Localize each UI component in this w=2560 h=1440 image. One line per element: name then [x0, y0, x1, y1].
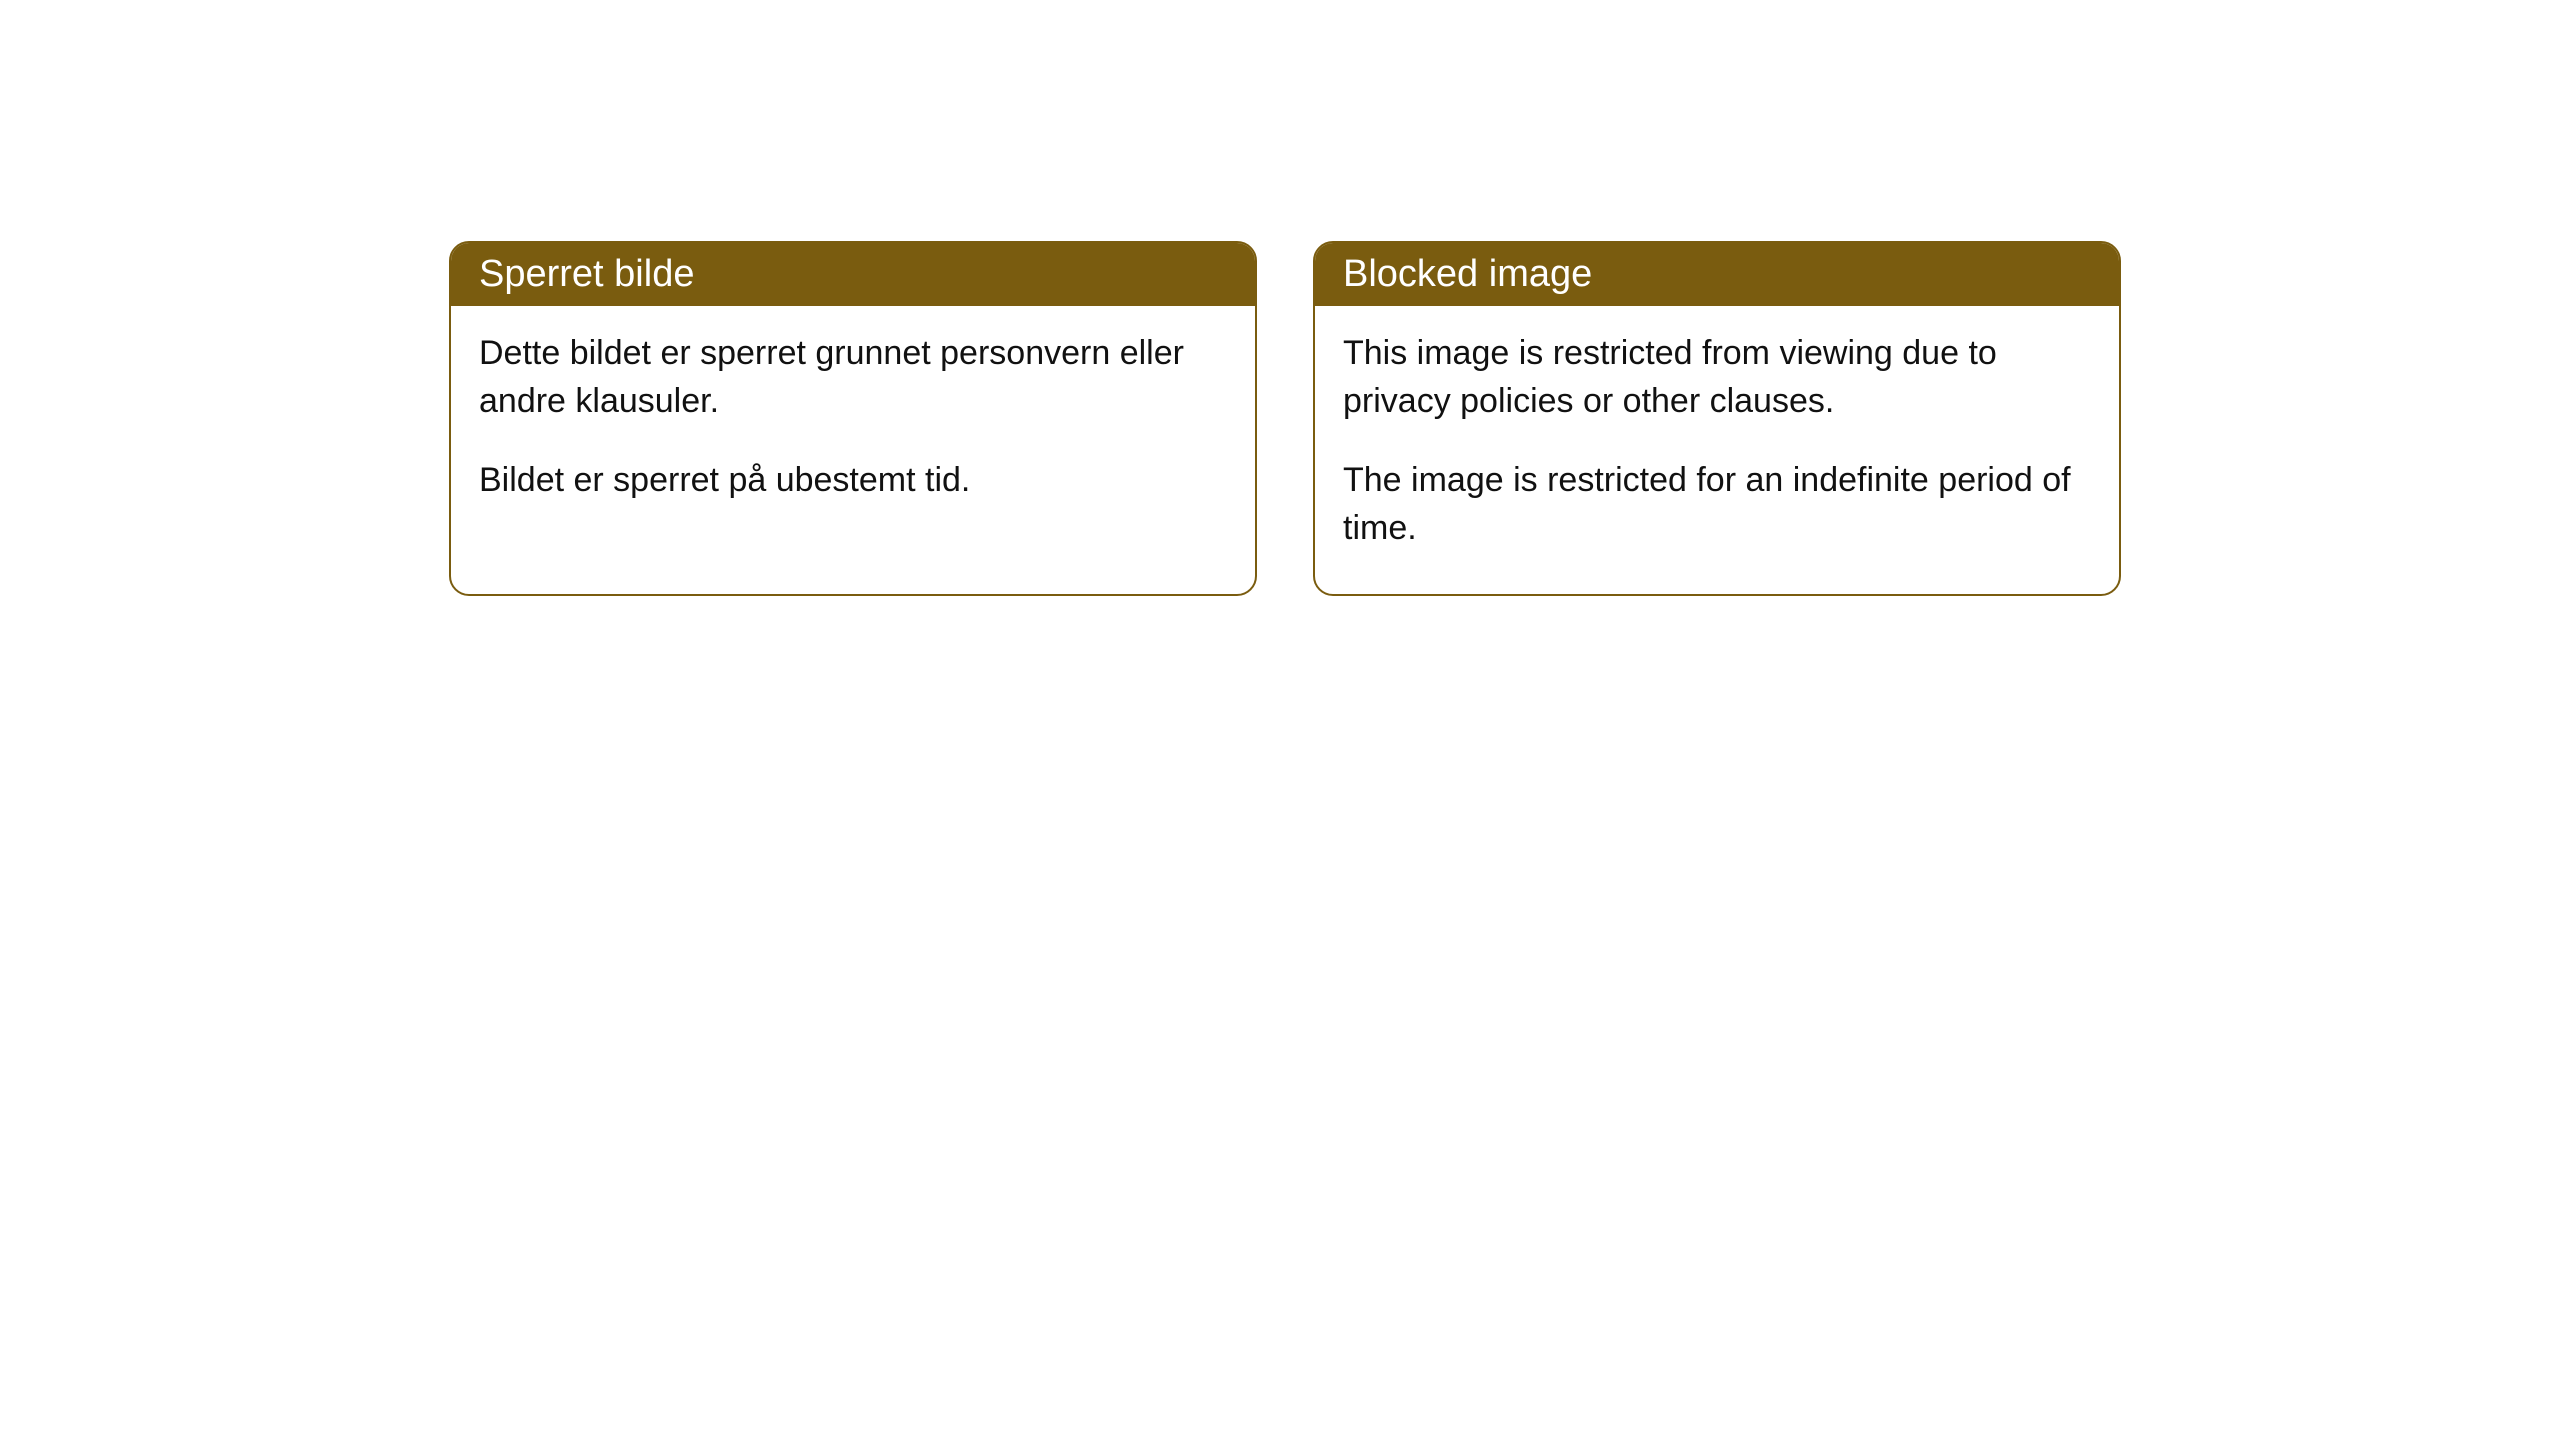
card-header: Blocked image: [1315, 243, 2119, 306]
card-header: Sperret bilde: [451, 243, 1255, 306]
card-paragraph: The image is restricted for an indefinit…: [1343, 457, 2091, 552]
card-paragraph: This image is restricted from viewing du…: [1343, 330, 2091, 425]
card-body: This image is restricted from viewing du…: [1315, 306, 2119, 594]
blocked-image-card-norwegian: Sperret bilde Dette bildet er sperret gr…: [449, 241, 1257, 596]
blocked-image-card-english: Blocked image This image is restricted f…: [1313, 241, 2121, 596]
card-title: Sperret bilde: [479, 253, 694, 295]
card-title: Blocked image: [1343, 253, 1592, 295]
card-paragraph: Dette bildet er sperret grunnet personve…: [479, 330, 1227, 425]
card-paragraph: Bildet er sperret på ubestemt tid.: [479, 457, 1227, 505]
cards-container: Sperret bilde Dette bildet er sperret gr…: [0, 0, 2560, 596]
card-body: Dette bildet er sperret grunnet personve…: [451, 306, 1255, 547]
